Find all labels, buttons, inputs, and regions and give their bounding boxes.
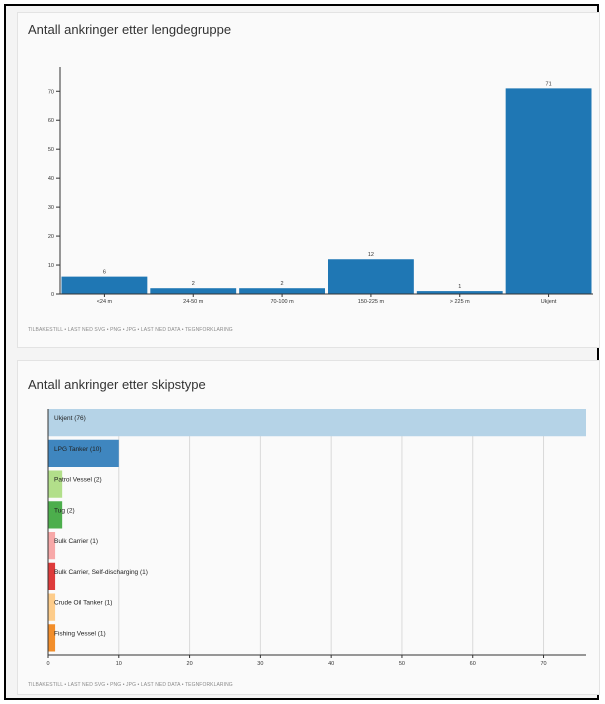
length-group-chart-panel: Antall ankringer etter lengdegruppe 0 10 2… (17, 12, 600, 348)
bar-label: Crude Oil Tanker (1) (54, 600, 112, 607)
bar-value-label: 2 (281, 281, 284, 287)
x-tick-label: 10 (116, 661, 122, 667)
bar-value-label: 1 (458, 284, 461, 290)
bar[interactable] (61, 276, 148, 294)
y-tick-label: 20 (48, 234, 54, 240)
bar-label: Fishing Vessel (1) (54, 630, 106, 637)
bar[interactable] (239, 288, 325, 294)
bar[interactable] (505, 88, 592, 295)
chart-title: Antall ankringer etter lengdegruppe (28, 22, 232, 37)
bar-value-label: 6 (103, 270, 106, 276)
bar-label: Ukjent (76) (54, 415, 86, 422)
bar[interactable] (48, 409, 586, 437)
bar[interactable] (48, 501, 63, 529)
x-tick-label: > 225 m (450, 299, 470, 305)
y-tick-label: 70 (48, 89, 54, 95)
ship-type-bar-chart: 0 10 20 30 40 50 60 70 Ukjent (76) LPG Tanker (10… (46, 409, 586, 667)
x-tick-label: 150-225 m (358, 299, 385, 305)
bar-label: LPG Tanker (10) (54, 446, 102, 453)
chart-footer-links[interactable]: TILBAKESTILL • LAST NED SVG • PNG • JPG … (28, 682, 233, 688)
bar-value-label: 71 (546, 81, 552, 87)
bar-label: Tug (2) (54, 507, 75, 514)
bar[interactable] (416, 291, 503, 294)
ship-type-chart-panel: Antall ankringer etter skipstype 0 10 20 30… (17, 360, 600, 695)
bar-label: Patrol Vessel (2) (54, 477, 102, 484)
bar[interactable] (48, 439, 119, 467)
x-tick-label: 70 (540, 661, 546, 667)
x-tick-label: 50 (399, 661, 405, 667)
length-group-bar-chart: 0 10 20 30 40 50 60 70 6 <24 m 2 24-50 m 2 70-100 m 12… (48, 67, 593, 305)
bar[interactable] (48, 593, 56, 621)
bar-value-label: 12 (368, 252, 374, 258)
y-tick-label: 0 (51, 292, 54, 298)
bar-value-label: 2 (192, 281, 195, 287)
bar[interactable] (48, 624, 56, 652)
x-tick-label: 0 (46, 661, 49, 667)
chart-title: Antall ankringer etter skipstype (28, 377, 206, 392)
x-tick-label: <24 m (97, 299, 113, 305)
y-tick-label: 60 (48, 118, 54, 124)
chart-footer-links[interactable]: TILBAKESTILL • LAST NED SVG • PNG • JPG … (28, 327, 233, 333)
y-tick-label: 40 (48, 176, 54, 182)
bar[interactable] (48, 470, 63, 498)
x-tick-label: 24-50 m (183, 299, 204, 305)
bar-label: Bulk Carrier (1) (54, 538, 98, 545)
y-tick-label: 10 (48, 263, 54, 269)
bar[interactable] (150, 288, 237, 294)
x-tick-label: 40 (328, 661, 334, 667)
x-tick-label: 60 (470, 661, 476, 667)
y-tick-label: 30 (48, 205, 54, 211)
x-tick-label: 30 (257, 661, 263, 667)
bar-label: Bulk Carrier, Self-discharging (1) (54, 569, 148, 576)
x-tick-label: Ukjent (541, 299, 557, 305)
x-tick-label: 20 (187, 661, 193, 667)
x-tick-label: 70-100 m (270, 299, 294, 305)
y-tick-label: 50 (48, 147, 54, 153)
bar[interactable] (328, 259, 414, 294)
bar[interactable] (48, 562, 56, 590)
bar[interactable] (48, 532, 56, 560)
